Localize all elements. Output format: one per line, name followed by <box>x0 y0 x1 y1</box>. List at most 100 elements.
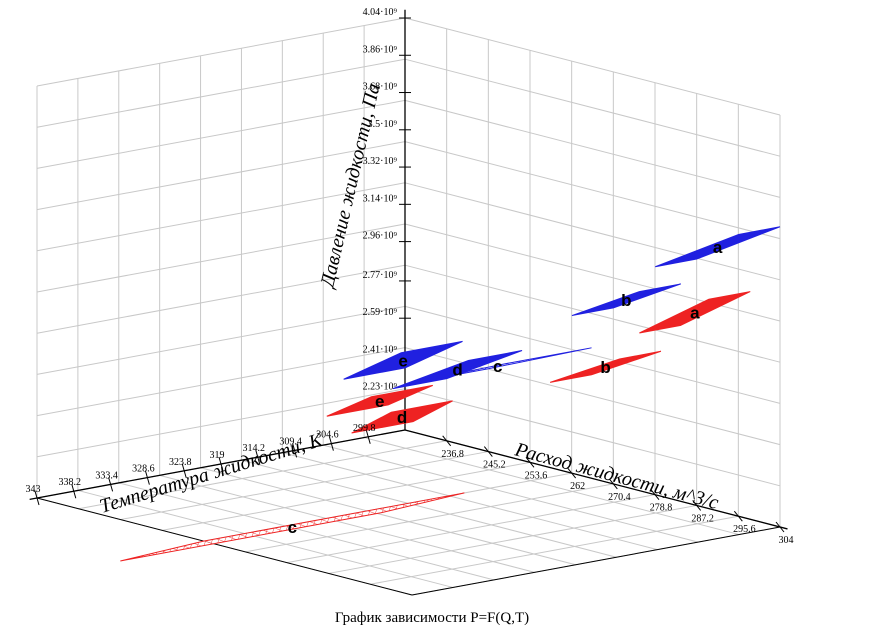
grid-line <box>404 182 781 281</box>
plane-label: c <box>493 357 502 376</box>
x-tick-label: 253.6 <box>525 470 548 481</box>
x-tick <box>650 489 660 500</box>
grid-line <box>245 483 614 553</box>
y-tick-label: 338.2 <box>59 477 82 488</box>
plane-label: b <box>600 358 610 377</box>
grid-line <box>200 467 576 566</box>
plane-red-e <box>326 384 433 417</box>
z-tick-label: 2.23·10⁹ <box>363 382 398 393</box>
grid-line <box>36 58 406 128</box>
grid-line <box>77 489 454 588</box>
plane-label: c <box>288 518 297 537</box>
grid-line <box>404 388 781 487</box>
y-tick-label: 343 <box>26 484 41 495</box>
grid-line <box>404 264 781 363</box>
grid-line <box>36 99 406 169</box>
x-tick <box>775 521 785 533</box>
grid-line <box>404 99 781 198</box>
plane-blue-a <box>655 226 781 268</box>
y-tick <box>292 443 298 458</box>
y-tick-label: 319 <box>210 450 225 461</box>
grid-line <box>36 388 406 458</box>
y-tick <box>144 470 150 485</box>
grid-line <box>286 494 656 564</box>
x-tick <box>692 500 702 511</box>
y-tick-label: 328.6 <box>132 464 155 475</box>
grid-line <box>161 461 531 531</box>
x-tick <box>442 435 452 447</box>
plane-label: d <box>397 408 407 427</box>
axes <box>29 9 788 596</box>
x-tick <box>525 457 535 468</box>
x-tick-label: 278.8 <box>650 503 673 514</box>
z-tick-label: 3.32·10⁹ <box>363 156 398 167</box>
grid-line <box>36 182 406 252</box>
y-tick <box>108 477 114 492</box>
grid-line <box>404 141 781 240</box>
z-tick-label: 2.96·10⁹ <box>363 231 398 242</box>
x-tick <box>733 510 743 522</box>
grid-line <box>36 305 406 375</box>
grid-line <box>36 223 406 293</box>
x-tick-label: 304 <box>779 535 794 546</box>
grid-line <box>370 515 739 585</box>
grid-line <box>120 451 489 521</box>
y-tick <box>328 436 334 451</box>
x-tick <box>483 446 493 457</box>
x-tick-label: 287.2 <box>691 513 714 524</box>
z-tick-label: 2.41·10⁹ <box>363 344 398 355</box>
y-tick-label: 323.8 <box>169 457 192 468</box>
y-tick <box>181 463 187 478</box>
grid-line <box>78 440 447 510</box>
plane-blue-d <box>392 350 523 390</box>
z-tick-label: 3.86·10⁹ <box>363 44 398 55</box>
z-tick-label: 2.77·10⁹ <box>363 270 398 281</box>
y-axis-line <box>29 429 406 500</box>
y-tick-label: 309.4 <box>279 436 302 447</box>
tick-labels: 2.23·10⁹ 2.41·10⁹ 2.59·10⁹ 2.77·10⁹ 2.96·10⁹… <box>26 7 794 546</box>
z-tick-label: 2.59·10⁹ <box>363 307 398 318</box>
z-tick-label: 3.68·10⁹ <box>363 82 398 93</box>
x-tick <box>567 467 577 479</box>
grid-line <box>282 452 658 551</box>
x-tick-label: 270.4 <box>608 492 631 503</box>
plane-label: b <box>621 291 631 310</box>
z-tick-label: 3.5·10⁹ <box>368 119 398 130</box>
grid-line <box>36 264 406 334</box>
x-tick-label: 262 <box>570 481 585 492</box>
plane-label: a <box>690 303 700 322</box>
x-tick <box>608 478 618 490</box>
y-tick <box>34 490 40 506</box>
plane-label: e <box>398 351 407 370</box>
plane-red-d <box>351 400 453 434</box>
z-axis-title: Давление жидкости, Па <box>316 81 385 291</box>
grid-line <box>323 444 699 543</box>
x-tick-label: 295.6 <box>733 524 756 535</box>
plane-red-a <box>639 291 751 334</box>
x-tick-label: 236.8 <box>441 449 464 460</box>
grid-line <box>241 459 617 558</box>
floor-edge <box>411 526 781 596</box>
grid-line <box>159 474 535 573</box>
y-tick-label: 304.6 <box>316 430 339 441</box>
grid-line <box>363 437 740 536</box>
y-tick <box>255 450 261 465</box>
grid-line <box>404 305 781 404</box>
plane-red-b <box>549 350 662 383</box>
grid-line <box>36 347 406 417</box>
plane-label: d <box>452 361 462 380</box>
y-tick <box>71 484 77 499</box>
grid-line <box>118 482 494 581</box>
z-tick-label: 4.04·10⁹ <box>363 7 398 18</box>
grid-line <box>328 504 697 574</box>
y-tick-label: 314.2 <box>243 443 266 454</box>
y-tick <box>365 429 371 444</box>
plane-label: e <box>375 392 384 411</box>
y-tick <box>218 456 224 472</box>
y-tick-label: 333.4 <box>95 470 118 481</box>
plane-label: a <box>713 238 723 257</box>
grid-line <box>36 141 406 211</box>
grid-line <box>404 58 781 157</box>
grid-line <box>404 223 781 322</box>
